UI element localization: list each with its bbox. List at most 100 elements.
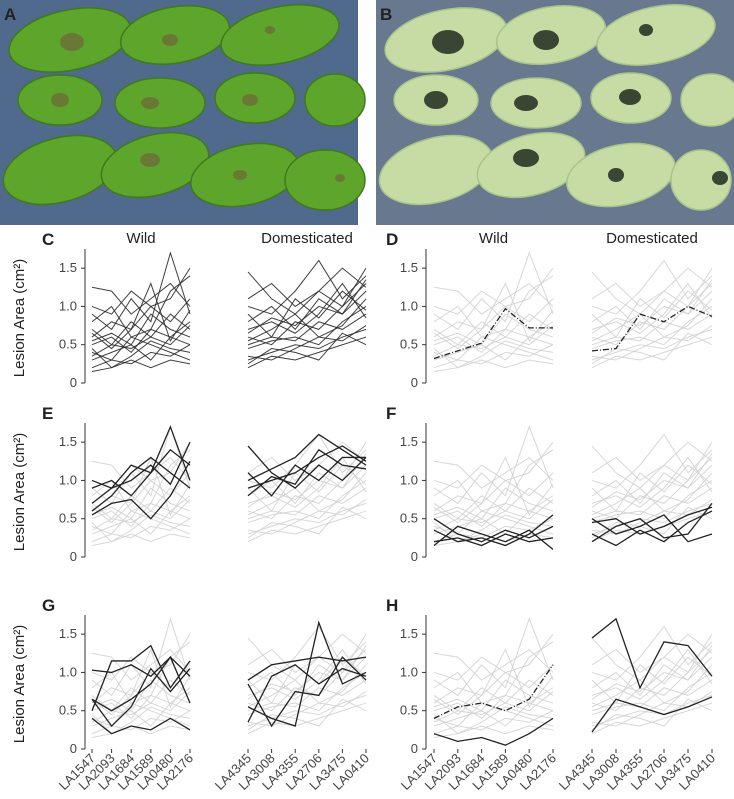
series-line: [247, 328, 367, 361]
panel-label: B: [380, 5, 392, 24]
series-line: [433, 518, 554, 543]
series-line: [433, 533, 554, 547]
series-line: [91, 656, 191, 678]
series-line: [433, 275, 554, 338]
y-tick-label: 0.5: [400, 337, 418, 352]
series-line: [247, 487, 367, 520]
series-line: [433, 487, 554, 520]
series-line: [591, 298, 713, 342]
series-line: [91, 717, 191, 735]
series-line: [247, 664, 367, 708]
panel-label: G: [42, 596, 55, 615]
series-line: [91, 617, 191, 697]
series-line: [591, 633, 713, 712]
series-line: [91, 325, 191, 357]
series-line: [433, 499, 554, 531]
series-line: [591, 696, 713, 733]
y-tick-label: 0.5: [400, 511, 418, 526]
series-line: [433, 298, 554, 338]
series-line: [91, 655, 191, 712]
panel-label: H: [386, 596, 398, 615]
panel-subtitle: Domesticated: [261, 230, 353, 247]
y-tick-label: 0.5: [59, 337, 77, 352]
series-line: [433, 510, 554, 535]
series-line: [247, 656, 367, 728]
y-tick-label: 1.0: [59, 664, 77, 679]
series-line: [91, 510, 191, 535]
series-line: [433, 472, 554, 512]
y-tick-label: 1.5: [59, 626, 77, 641]
series-line: [433, 518, 554, 543]
series-line: [91, 298, 191, 338]
series-line: [247, 445, 367, 489]
series-line: [91, 313, 191, 346]
series-line: [591, 456, 713, 508]
series-line: [247, 499, 367, 535]
y-tick-label: 0.5: [59, 703, 77, 718]
series-line: [247, 267, 367, 346]
series-line: [591, 499, 713, 535]
series-line: [91, 425, 191, 489]
series-line: [247, 325, 367, 361]
series-line: [433, 633, 554, 681]
series-line: [247, 313, 367, 346]
series-line: [591, 514, 713, 543]
series-line: [91, 456, 191, 512]
series-line: [91, 518, 191, 543]
y-tick-label: 1.0: [400, 472, 418, 487]
series-line: [91, 725, 191, 739]
series-line: [433, 664, 554, 719]
series-line: [433, 617, 554, 697]
series-line: [591, 510, 713, 547]
series-line: [91, 267, 191, 315]
series-line: [91, 644, 191, 711]
series-line: [591, 656, 713, 697]
series-line: [247, 464, 367, 512]
series-line: [591, 472, 713, 516]
y-axis-label: Lesion Area (cm²): [11, 433, 28, 551]
series-line: [591, 267, 713, 308]
y-tick-label: 1.5: [400, 434, 418, 449]
series-line: [433, 449, 554, 512]
series-line: [433, 282, 554, 350]
series-line: [433, 702, 554, 727]
panel-subtitle: Domesticated: [606, 230, 698, 247]
series-line: [91, 487, 191, 520]
series-line: [91, 510, 191, 535]
series-line: [247, 691, 367, 727]
series-line: [591, 453, 713, 508]
y-tick-label: 1.0: [59, 298, 77, 313]
series-line: [433, 641, 554, 704]
y-tick-label: 0: [411, 549, 418, 564]
series-line: [591, 313, 713, 346]
series-line: [591, 445, 713, 489]
series-line: [433, 325, 554, 357]
series-line: [433, 514, 554, 547]
series-line: [591, 441, 713, 482]
series-line: [433, 340, 554, 369]
series-line: [433, 525, 554, 550]
series-line: [433, 307, 553, 360]
series-line: [91, 336, 191, 361]
series-line: [591, 502, 713, 543]
y-tick-label: 1.0: [400, 664, 418, 679]
series-line: [433, 710, 554, 735]
series-line: [433, 717, 554, 746]
series-line: [433, 313, 554, 346]
series-line: [433, 664, 554, 704]
series-line: [247, 664, 367, 723]
series-line: [433, 456, 554, 524]
series-line: [91, 448, 191, 497]
series-line: [591, 271, 713, 315]
series-line: [247, 456, 367, 508]
series-line: [247, 633, 367, 674]
series-line: [247, 694, 367, 727]
series-line: [91, 514, 191, 543]
y-tick-label: 0: [411, 741, 418, 756]
series-line: [247, 672, 367, 716]
series-line: [91, 702, 191, 727]
series-line: [91, 691, 191, 723]
series-line: [247, 332, 367, 365]
series-line: [591, 282, 713, 334]
